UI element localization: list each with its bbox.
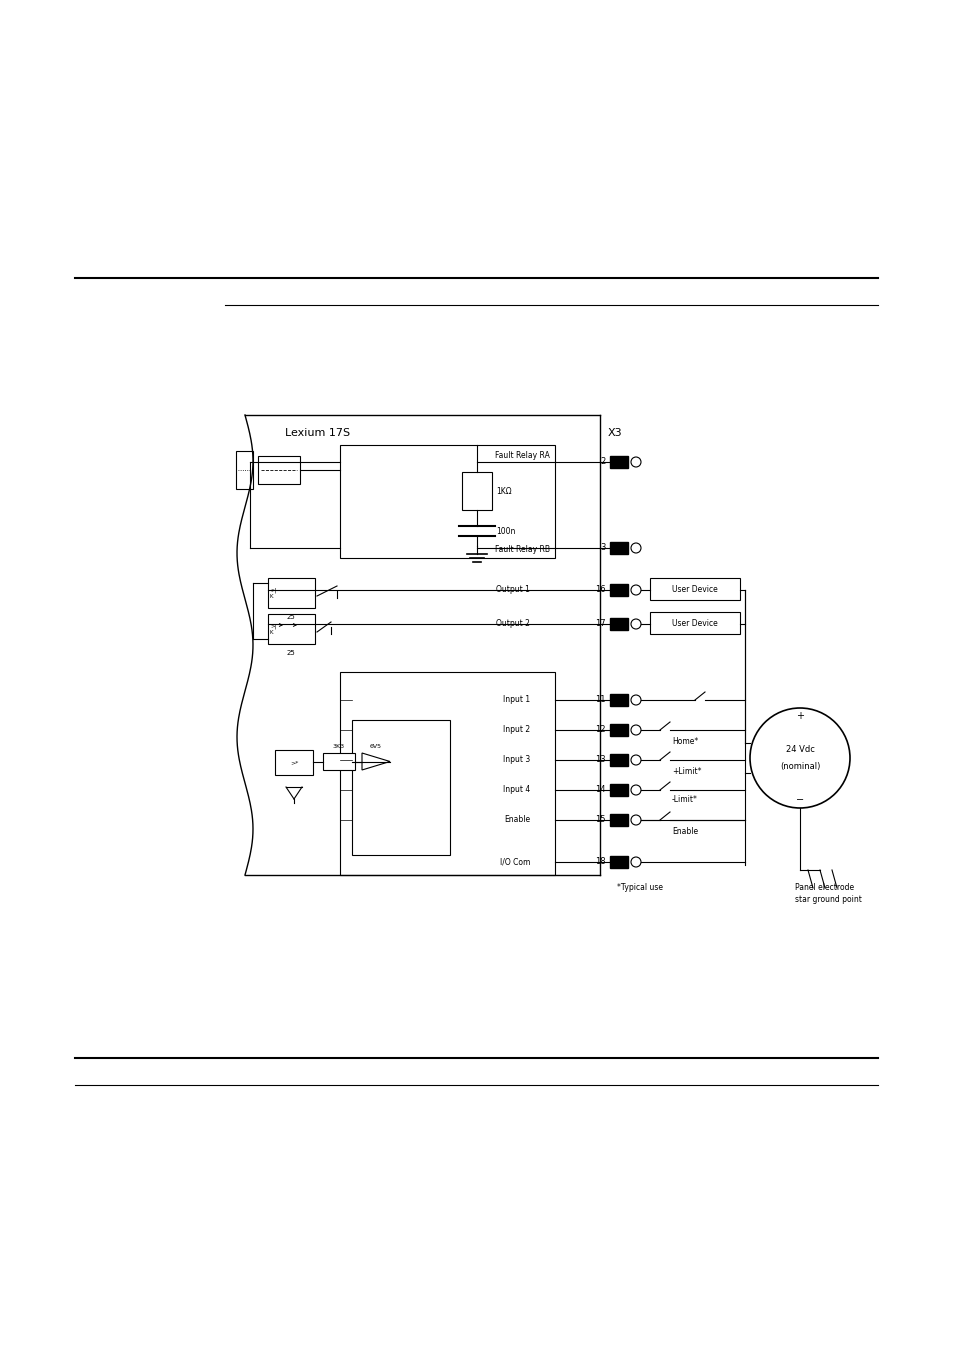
Bar (268, 613, 314, 644)
Bar (609, 457, 627, 467)
Text: 2: 2 (600, 458, 605, 466)
Text: 11: 11 (595, 696, 605, 704)
Circle shape (630, 585, 640, 594)
Text: 6V5: 6V5 (370, 744, 381, 748)
Bar (352, 720, 450, 855)
Circle shape (749, 708, 849, 808)
Text: Input 2: Input 2 (502, 725, 530, 735)
Text: User Device: User Device (672, 619, 717, 627)
Text: Fault Relay RB: Fault Relay RB (495, 546, 550, 554)
Text: 15: 15 (595, 816, 605, 824)
Text: Enable: Enable (503, 816, 530, 824)
Text: star ground point: star ground point (794, 896, 861, 905)
Text: 24 Vdc: 24 Vdc (784, 746, 814, 754)
Text: User Device: User Device (672, 585, 717, 593)
Text: 1KΩ: 1KΩ (496, 486, 511, 496)
Bar (609, 784, 627, 796)
Circle shape (630, 857, 640, 867)
Bar (323, 753, 355, 770)
Text: 25: 25 (286, 650, 295, 657)
Bar (257, 457, 299, 484)
Circle shape (630, 619, 640, 630)
Text: 13: 13 (595, 755, 605, 765)
Circle shape (630, 694, 640, 705)
Text: 14: 14 (595, 785, 605, 794)
Text: (nominal): (nominal) (779, 762, 820, 770)
Text: −: − (795, 794, 803, 805)
Text: I/O Com: I/O Com (499, 858, 530, 866)
Text: >*: >* (290, 761, 298, 765)
Text: 25: 25 (286, 613, 295, 620)
Text: Panel electrode: Panel electrode (794, 884, 853, 893)
Text: *Typical use: *Typical use (617, 884, 662, 893)
Text: -Limit*: -Limit* (671, 796, 698, 804)
Bar (235, 451, 253, 489)
Text: 12: 12 (595, 725, 605, 735)
Text: Output 1: Output 1 (496, 585, 530, 594)
Text: 3: 3 (600, 543, 605, 553)
Text: Output 2: Output 2 (496, 620, 530, 628)
Text: +Limit*: +Limit* (671, 767, 700, 777)
Text: Fault Relay RA: Fault Relay RA (495, 451, 550, 461)
Text: Input 4: Input 4 (502, 785, 530, 794)
Bar (268, 578, 314, 608)
Polygon shape (361, 753, 390, 770)
Circle shape (630, 543, 640, 553)
Text: Input 3: Input 3 (502, 755, 530, 765)
Bar (339, 444, 555, 558)
Text: Enable: Enable (671, 828, 698, 836)
Circle shape (630, 785, 640, 794)
Text: 100n: 100n (496, 527, 515, 535)
Bar (461, 471, 492, 509)
Bar (609, 724, 627, 736)
Bar (609, 754, 627, 766)
Bar (339, 671, 555, 875)
Bar (609, 617, 627, 630)
Text: >|: >| (270, 588, 276, 593)
Text: K: K (270, 594, 274, 600)
Text: 17: 17 (595, 620, 605, 628)
Text: Home*: Home* (671, 738, 698, 747)
Bar (609, 584, 627, 596)
Text: 18: 18 (595, 858, 605, 866)
Circle shape (630, 725, 640, 735)
Text: Input 1: Input 1 (502, 696, 530, 704)
Text: K: K (270, 631, 274, 635)
Text: Lexium 17S: Lexium 17S (285, 428, 350, 438)
Text: X3: X3 (607, 428, 622, 438)
Bar (649, 612, 740, 634)
Text: 16: 16 (595, 585, 605, 594)
Bar (274, 750, 313, 775)
Bar (609, 694, 627, 707)
Circle shape (630, 457, 640, 467)
Text: +: + (795, 711, 803, 721)
Bar (609, 542, 627, 554)
Bar (609, 857, 627, 867)
Circle shape (630, 815, 640, 825)
Bar (609, 815, 627, 825)
Bar (649, 578, 740, 600)
Circle shape (630, 755, 640, 765)
Text: >|: >| (270, 623, 276, 628)
Text: 3K3: 3K3 (333, 744, 345, 748)
